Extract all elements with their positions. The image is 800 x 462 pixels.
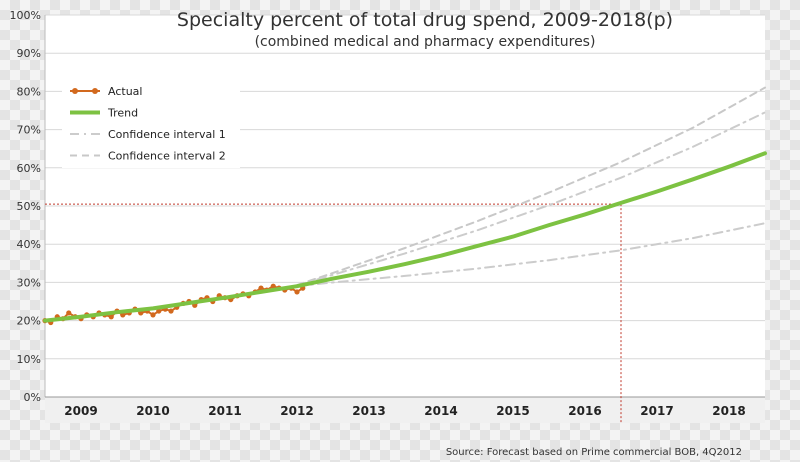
y-tick-label: 40% bbox=[17, 238, 41, 251]
legend-label-confidence-interval-1: Confidence interval 1 bbox=[108, 128, 226, 141]
actual-point bbox=[150, 312, 156, 318]
source-note: Source: Forecast based on Prime commerci… bbox=[446, 447, 742, 458]
legend-items: Actual Trend Confidence interval 1 Confiden… bbox=[70, 85, 226, 163]
legend-label-confidence-interval-2: Confidence interval 2 bbox=[108, 150, 226, 163]
actual-point bbox=[258, 285, 264, 291]
actual-point bbox=[270, 283, 276, 289]
x-category-label: 2018 bbox=[712, 404, 745, 418]
x-category-label: 2010 bbox=[136, 404, 169, 418]
y-tick-label: 90% bbox=[17, 47, 41, 60]
chart-title: Specialty percent of total drug spend, 2… bbox=[177, 9, 673, 31]
x-axis-category-labels: 2009 2010 2011 2012 2013 2014 2015 2016 2017 2018 bbox=[64, 404, 745, 418]
series-line-confidence-interval-1 bbox=[296, 111, 766, 287]
actual-point bbox=[66, 310, 72, 316]
series-line-confidence-interval-1 bbox=[296, 222, 766, 288]
x-category-label: 2016 bbox=[568, 404, 601, 418]
x-axis-band bbox=[45, 397, 765, 423]
series-layer bbox=[42, 86, 767, 326]
actual-point bbox=[168, 308, 174, 314]
x-category-label: 2009 bbox=[64, 404, 97, 418]
y-tick-label: 50% bbox=[17, 200, 41, 213]
y-tick-label: 100% bbox=[10, 9, 41, 22]
series-line-confidence-interval-2 bbox=[296, 86, 766, 287]
legend: Actual Trend Confidence interval 1 Confiden… bbox=[62, 78, 240, 168]
x-category-label: 2013 bbox=[352, 404, 385, 418]
y-tick-label: 60% bbox=[17, 162, 41, 175]
x-category-label: 2014 bbox=[424, 404, 457, 418]
legend-box bbox=[62, 78, 240, 168]
y-tick-label: 0% bbox=[24, 391, 41, 404]
y-tick-label: 20% bbox=[17, 315, 41, 328]
chart-subtitle: (combined medical and pharmacy expenditu… bbox=[255, 34, 596, 50]
x-category-label: 2012 bbox=[280, 404, 313, 418]
y-axis-tick-labels: 0% 10% 20% 30% 40% 50% 60% 70% 80% 90% 100% bbox=[10, 9, 41, 404]
legend-label-trend: Trend bbox=[107, 107, 138, 120]
legend-marker bbox=[72, 88, 78, 94]
y-tick-label: 80% bbox=[17, 85, 41, 98]
legend-marker bbox=[92, 88, 98, 94]
x-category-label: 2017 bbox=[640, 404, 673, 418]
y-tick-label: 70% bbox=[17, 124, 41, 137]
y-tick-label: 30% bbox=[17, 276, 41, 289]
y-tick-label: 10% bbox=[17, 353, 41, 366]
reference-lines bbox=[45, 203, 622, 423]
series-line-trend bbox=[43, 151, 767, 323]
actual-point bbox=[108, 314, 114, 320]
legend-label-actual: Actual bbox=[108, 85, 142, 98]
x-category-label: 2015 bbox=[496, 404, 529, 418]
x-category-label: 2011 bbox=[208, 404, 241, 418]
actual-point bbox=[294, 289, 300, 295]
